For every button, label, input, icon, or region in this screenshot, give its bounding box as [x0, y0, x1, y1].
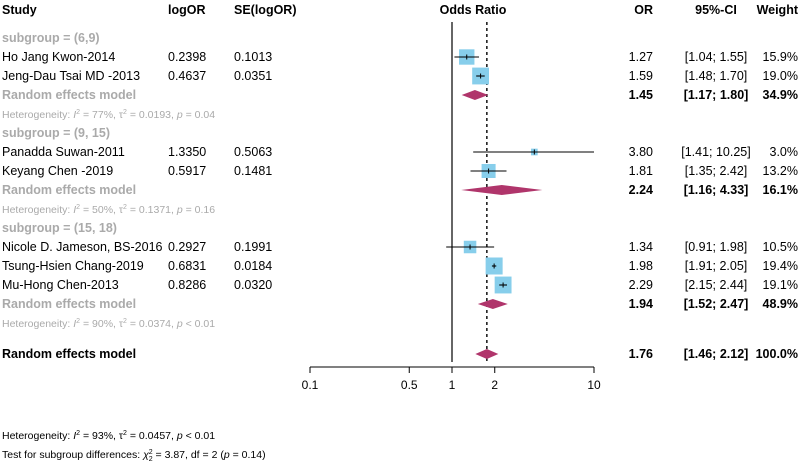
- weight-value: 100.0%: [756, 347, 798, 361]
- subgroup-diamond: [477, 299, 508, 309]
- ci-value: [2.15; 2.44]: [685, 278, 748, 292]
- ci-value: [1.41; 10.25]: [681, 145, 751, 159]
- subgroup-label: subgroup = (9, 15): [2, 126, 110, 140]
- subgroup-diamond: [461, 185, 543, 195]
- or-value: 1.81: [629, 164, 653, 178]
- ci-value: [1.04; 1.55]: [685, 50, 748, 64]
- weight-value: 13.2%: [763, 164, 798, 178]
- x-axis-ticks: 0.1 0.5 1 2 10: [302, 367, 601, 392]
- logor-value: 1.3350: [168, 145, 206, 159]
- weight-value: 3.0%: [770, 145, 799, 159]
- ci-value: [1.17; 1.80]: [684, 88, 749, 102]
- overall-model-label: Random effects model: [2, 347, 136, 361]
- header-weight: Weight: [757, 3, 799, 17]
- footer-subgroup-test: Test for subgroup differences: χ2 2 = 3.8…: [2, 449, 266, 463]
- logor-value: 0.2398: [168, 50, 206, 64]
- study-name: Mu-Hong Chen-2013: [2, 278, 119, 292]
- study-name: Jeng-Dau Tsai MD -2013: [2, 69, 140, 83]
- weight-value: 19.4%: [763, 259, 798, 273]
- study-name: Tsung-Hsien Chang-2019: [2, 259, 144, 273]
- or-value: 1.59: [629, 69, 653, 83]
- overall-diamond: [475, 349, 499, 359]
- se-value: 0.0351: [234, 69, 272, 83]
- subgroup-model-label: Random effects model: [2, 88, 136, 102]
- logor-value: 0.6831: [168, 259, 206, 273]
- weight-value: 19.0%: [763, 69, 798, 83]
- se-value: 0.1013: [234, 50, 272, 64]
- heterogeneity-text: Heterogeneity: I2 = 77%, τ2 = 0.0193, p …: [2, 109, 215, 121]
- subgroup-diamond: [461, 90, 489, 100]
- logor-value: 0.2927: [168, 240, 206, 254]
- ci-value: [1.91; 2.05]: [685, 259, 748, 273]
- header-odds-ratio: Odds Ratio: [440, 3, 507, 17]
- weight-value: 16.1%: [763, 183, 798, 197]
- weight-value: 19.1%: [763, 278, 798, 292]
- study-name: Ho Jang Kwon-2014: [2, 50, 115, 64]
- or-value: 3.80: [629, 145, 653, 159]
- subgroup-label: subgroup = (15, 18): [2, 221, 117, 235]
- study-name: Nicole D. Jameson, BS-2016: [2, 240, 163, 254]
- logor-value: 0.8286: [168, 278, 206, 292]
- or-value: 1.45: [629, 88, 653, 102]
- header-se: SE(logOR): [234, 3, 297, 17]
- or-value: 1.98: [629, 259, 653, 273]
- weight-value: 15.9%: [763, 50, 798, 64]
- or-value: 1.94: [629, 297, 653, 311]
- ci-value: [1.48; 1.70]: [685, 69, 748, 83]
- ci-value: [1.46; 2.12]: [684, 347, 749, 361]
- x-tick-label: 0.1: [302, 378, 319, 392]
- subgroup-model-label: Random effects model: [2, 183, 136, 197]
- or-value: 1.76: [629, 347, 653, 361]
- weight-value: 10.5%: [763, 240, 798, 254]
- or-value: 1.27: [629, 50, 653, 64]
- weight-value: 34.9%: [763, 88, 798, 102]
- weight-value: 48.9%: [763, 297, 798, 311]
- study-name: Keyang Chen -2019: [2, 164, 113, 178]
- ci-value: [1.52; 2.47]: [684, 297, 749, 311]
- logor-value: 0.5917: [168, 164, 206, 178]
- subgroup-label: subgroup = (6,9): [2, 31, 100, 45]
- header-study: Study: [2, 3, 37, 17]
- se-value: 0.0184: [234, 259, 272, 273]
- x-tick-label: 0.5: [401, 378, 418, 392]
- header-or: OR: [634, 3, 653, 17]
- logor-value: 0.4637: [168, 69, 206, 83]
- footer-heterogeneity: Heterogeneity: I2 = 93%, τ2 = 0.0457, p …: [2, 430, 215, 442]
- se-value: 0.1481: [234, 164, 272, 178]
- ci-value: [0.91; 1.98]: [685, 240, 748, 254]
- se-value: 0.5063: [234, 145, 272, 159]
- subgroup-model-label: Random effects model: [2, 297, 136, 311]
- forest-rows: subgroup = (6,9) Ho Jang Kwon-2014 0.2398 0…: [2, 31, 798, 361]
- heterogeneity-text: Heterogeneity: I2 = 90%, τ2 = 0.0374, p …: [2, 318, 215, 330]
- se-value: 0.0320: [234, 278, 272, 292]
- x-tick-label: 2: [491, 378, 498, 392]
- heterogeneity-text: Heterogeneity: I2 = 50%, τ2 = 0.1371, p …: [2, 204, 215, 216]
- ci-value: [1.16; 4.33]: [684, 183, 749, 197]
- study-name: Panadda Suwan-2011: [2, 145, 125, 159]
- se-value: 0.1991: [234, 240, 272, 254]
- x-tick-label: 1: [449, 378, 456, 392]
- header-ci: 95%-CI: [695, 3, 737, 17]
- header-logor: logOR: [168, 3, 206, 17]
- or-value: 2.29: [629, 278, 653, 292]
- ci-value: [1.35; 2.42]: [685, 164, 748, 178]
- or-value: 2.24: [629, 183, 653, 197]
- x-tick-label: 10: [587, 378, 601, 392]
- or-value: 1.34: [629, 240, 653, 254]
